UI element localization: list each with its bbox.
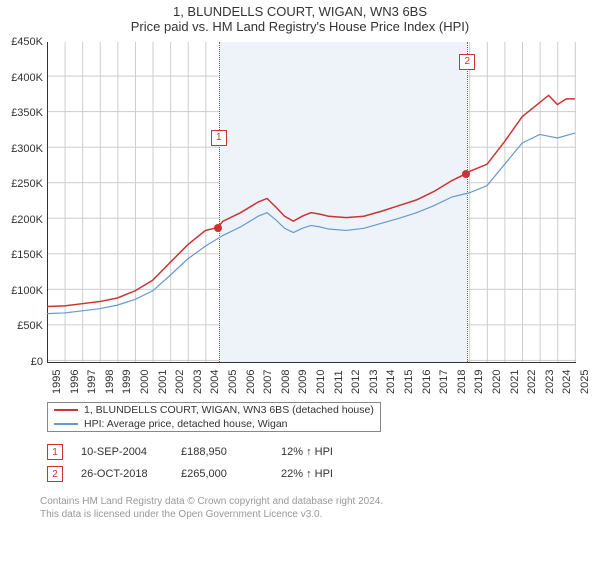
sales-row: 2 26-OCT-2018£265,00022% ↑ HPI: [47, 466, 401, 482]
x-axis-label: 2023: [544, 370, 556, 394]
x-axis-label: 2018: [456, 370, 468, 394]
sales-row: 1 10-SEP-2004£188,95012% ↑ HPI: [47, 444, 401, 460]
x-axis-label: 2020: [491, 370, 503, 394]
legend-swatch: [54, 423, 78, 425]
x-axis-label: 2011: [333, 370, 345, 394]
y-axis-label: £200K: [11, 214, 43, 226]
series-line: [47, 133, 575, 314]
footer-line1: Contains HM Land Registry data © Crown c…: [40, 496, 383, 507]
legend-swatch: [54, 409, 78, 411]
x-axis-label: 2008: [280, 370, 292, 394]
sales-cell: £265,000: [181, 468, 281, 480]
x-axis-label: 1995: [51, 370, 63, 394]
x-axis-label: 2019: [473, 370, 485, 394]
y-axis-label: £450K: [11, 36, 43, 48]
y-axis-label: £300K: [11, 143, 43, 155]
x-axis-label: 1996: [69, 370, 81, 394]
x-axis-label: 2010: [315, 370, 327, 394]
x-axis-label: 2006: [245, 370, 257, 394]
y-axis-label: £400K: [11, 72, 43, 84]
legend-item: 1, BLUNDELLS COURT, WIGAN, WN3 6BS (deta…: [48, 403, 380, 417]
x-axis-label: 2013: [368, 370, 380, 394]
y-axis-label: £100K: [11, 285, 43, 297]
x-axis-label: 2022: [526, 370, 538, 394]
sales-marker: 1: [47, 444, 63, 460]
legend: 1, BLUNDELLS COURT, WIGAN, WN3 6BS (deta…: [47, 402, 381, 432]
legend-label: HPI: Average price, detached house, Wiga…: [84, 418, 288, 430]
y-axis-label: £50K: [17, 320, 43, 332]
x-axis-label: 2024: [561, 370, 573, 394]
y-axis-label: £0: [31, 356, 43, 368]
x-axis-label: 2007: [262, 370, 274, 394]
sales-cell: 10-SEP-2004: [81, 446, 181, 458]
sales-cell: 22% ↑ HPI: [281, 468, 401, 480]
sales-marker: 2: [47, 466, 63, 482]
chart-area: 1 2 £0 £50K £100K £150K £200K £250K £300K £350K £4…: [0, 0, 600, 560]
footer-line2: This data is licensed under the Open Gov…: [40, 509, 322, 520]
x-axis-label: 2002: [174, 370, 186, 394]
x-axis-label: 1998: [104, 370, 116, 394]
sales-cell: 12% ↑ HPI: [281, 446, 401, 458]
sales-cell: 26-OCT-2018: [81, 468, 181, 480]
x-axis-label: 2005: [227, 370, 239, 394]
y-axis-label: £250K: [11, 178, 43, 190]
x-axis-label: 2000: [139, 370, 151, 394]
y-axis-label: £350K: [11, 107, 43, 119]
legend-item: HPI: Average price, detached house, Wiga…: [48, 417, 380, 431]
x-axis-label: 1997: [86, 370, 98, 394]
x-axis-label: 2001: [157, 370, 169, 394]
x-axis-label: 2004: [209, 370, 221, 394]
x-axis-label: 2016: [421, 370, 433, 394]
x-axis-label: 2012: [350, 370, 362, 394]
x-axis-label: 2015: [403, 370, 415, 394]
legend-label: 1, BLUNDELLS COURT, WIGAN, WN3 6BS (deta…: [84, 404, 374, 416]
series-line: [47, 95, 575, 306]
sales-cell: £188,950: [181, 446, 281, 458]
x-axis-label: 2014: [385, 370, 397, 394]
x-axis-label: 2025: [579, 370, 591, 394]
x-axis-label: 2003: [192, 370, 204, 394]
x-axis-label: 2021: [509, 370, 521, 394]
y-axis-label: £150K: [11, 249, 43, 261]
x-axis-label: 2017: [438, 370, 450, 394]
x-axis-label: 2009: [297, 370, 309, 394]
x-axis-label: 1999: [121, 370, 133, 394]
sales-table: 1 10-SEP-2004£188,95012% ↑ HPI 2 26-OCT-201…: [47, 444, 401, 488]
